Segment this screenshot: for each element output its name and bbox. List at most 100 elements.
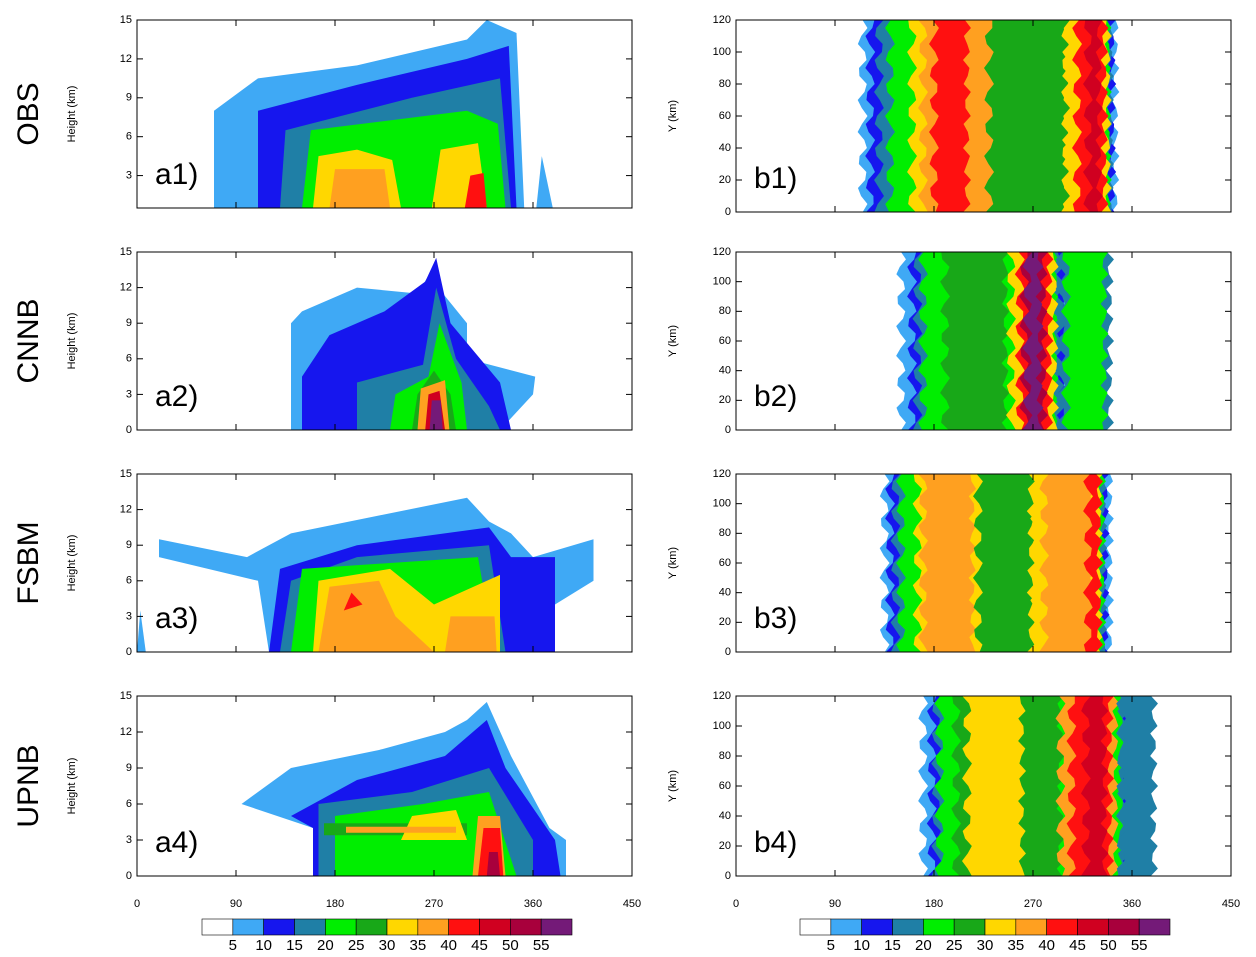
y-tick-label: 15 — [120, 246, 132, 258]
contour-fill — [929, 20, 971, 212]
colorbar-label: 35 — [1007, 937, 1024, 954]
y-tick-label: 100 — [713, 276, 731, 288]
y-tick-label: 9 — [126, 762, 132, 774]
x-tick-label: 450 — [623, 898, 641, 910]
contours — [236, 257, 536, 430]
colorbar-box — [984, 918, 1017, 936]
y-tick-label: 6 — [126, 131, 132, 143]
panel-label: b1) — [754, 162, 797, 195]
y-tick-label: 20 — [719, 616, 731, 628]
y-tick-label: 0 — [725, 424, 731, 436]
colorbar-box — [953, 918, 986, 936]
row-label: UPNB — [12, 744, 45, 827]
contour-fill — [1116, 696, 1158, 876]
y-tick-label: 120 — [713, 468, 731, 480]
colorbar-box — [923, 918, 955, 936]
y-tick-label: 0 — [725, 646, 731, 658]
y-tick-label: 20 — [719, 174, 731, 186]
y-tick-label: 60 — [719, 780, 731, 792]
panel: 0 3 6 9 12 15 Height (km) a3) — [66, 468, 633, 658]
y-tick-label: 80 — [719, 305, 731, 317]
colorbar-label: 20 — [317, 937, 334, 954]
contour-fill — [962, 696, 1026, 876]
y-tick-label: 80 — [719, 750, 731, 762]
y-tick-label: 6 — [126, 798, 132, 810]
colorbar-label: 10 — [853, 937, 870, 954]
row-label: OBS — [12, 82, 45, 145]
contour-fill — [318, 580, 434, 652]
y-tick-label: 3 — [126, 834, 132, 846]
contour-fill — [357, 287, 500, 430]
panel: 0 20 40 60 80 100 120 Y (km) b1) — [667, 14, 1232, 218]
contours — [241, 702, 566, 876]
colorbar-box — [540, 918, 573, 936]
row-label: CNNB — [12, 298, 45, 383]
colorbar-box — [799, 918, 832, 936]
y-axis-label: Height (km) — [66, 535, 78, 592]
y-tick-label: 40 — [719, 365, 731, 377]
panel-label: b3) — [754, 602, 797, 635]
y-tick-label: 3 — [126, 388, 132, 400]
colorbar-box — [263, 918, 295, 936]
colorbar-label: 30 — [379, 937, 396, 954]
panel-frame — [136, 251, 633, 431]
contours — [857, 20, 1120, 212]
panel-label: a2) — [155, 380, 198, 413]
colorbar-box — [448, 918, 480, 936]
colorbar-box — [830, 918, 862, 936]
colorbar-label: 55 — [1131, 937, 1148, 954]
contour-fill — [1080, 696, 1109, 876]
y-tick-label: 9 — [126, 539, 132, 551]
colorbar-label: 45 — [471, 937, 488, 954]
contour-fill — [343, 592, 363, 611]
contours — [879, 474, 1114, 652]
y-tick-label: 3 — [126, 169, 132, 181]
y-tick-label: 120 — [713, 690, 731, 702]
colorbar-box — [386, 918, 419, 936]
contour-fill — [464, 172, 487, 208]
y-tick-label: 15 — [120, 468, 132, 480]
colorbar-box — [294, 918, 326, 936]
y-tick-label: 0 — [126, 646, 132, 658]
y-tick-label: 80 — [719, 78, 731, 90]
y-tick-label: 6 — [126, 575, 132, 587]
x-tick-label: 90 — [829, 898, 841, 910]
contour-fill — [1083, 20, 1103, 212]
colorbar-label: 5 — [229, 937, 237, 954]
y-tick-label: 6 — [126, 353, 132, 365]
panel: 3 6 9 12 15 Height (km) a1) — [66, 14, 633, 209]
panel-label: a3) — [155, 602, 198, 635]
y-tick-label: 0 — [725, 870, 731, 882]
panel: 0 20 40 60 80 100 120 0 90 180 270 360 450 Y (km) b4) — [667, 690, 1240, 910]
y-tick-label: 100 — [713, 720, 731, 732]
y-tick-label: 60 — [719, 335, 731, 347]
panel: 0 20 40 60 80 100 120 Y (km) b3) — [667, 468, 1232, 658]
y-tick-label: 0 — [126, 424, 132, 436]
colorbar-box — [325, 918, 357, 936]
colorbar-box — [510, 918, 542, 936]
colorbar-label: 40 — [440, 937, 457, 954]
y-tick-label: 60 — [719, 110, 731, 122]
y-tick-label: 120 — [713, 246, 731, 258]
contours — [214, 20, 553, 208]
y-tick-label: 40 — [719, 587, 731, 599]
panel-label: b4) — [754, 826, 797, 859]
y-tick-label: 0 — [725, 206, 731, 218]
y-axis-label: Height (km) — [66, 86, 78, 143]
colorbar-box — [232, 918, 264, 936]
colorbar-box — [1077, 918, 1109, 936]
panel-label: a4) — [155, 826, 198, 859]
colorbar-label: 40 — [1038, 937, 1055, 954]
colorbar-label: 45 — [1069, 937, 1086, 954]
contours — [896, 252, 1114, 430]
x-tick-label: 270 — [1024, 898, 1042, 910]
contour-fill — [1022, 252, 1044, 430]
panel-frame — [136, 19, 633, 209]
contour-fill — [429, 400, 443, 430]
colorbar-box — [1015, 918, 1047, 936]
colorbar-label: 15 — [884, 937, 901, 954]
colorbar-box — [417, 918, 449, 936]
row-label: FSBM — [12, 521, 45, 604]
y-tick-label: 20 — [719, 840, 731, 852]
